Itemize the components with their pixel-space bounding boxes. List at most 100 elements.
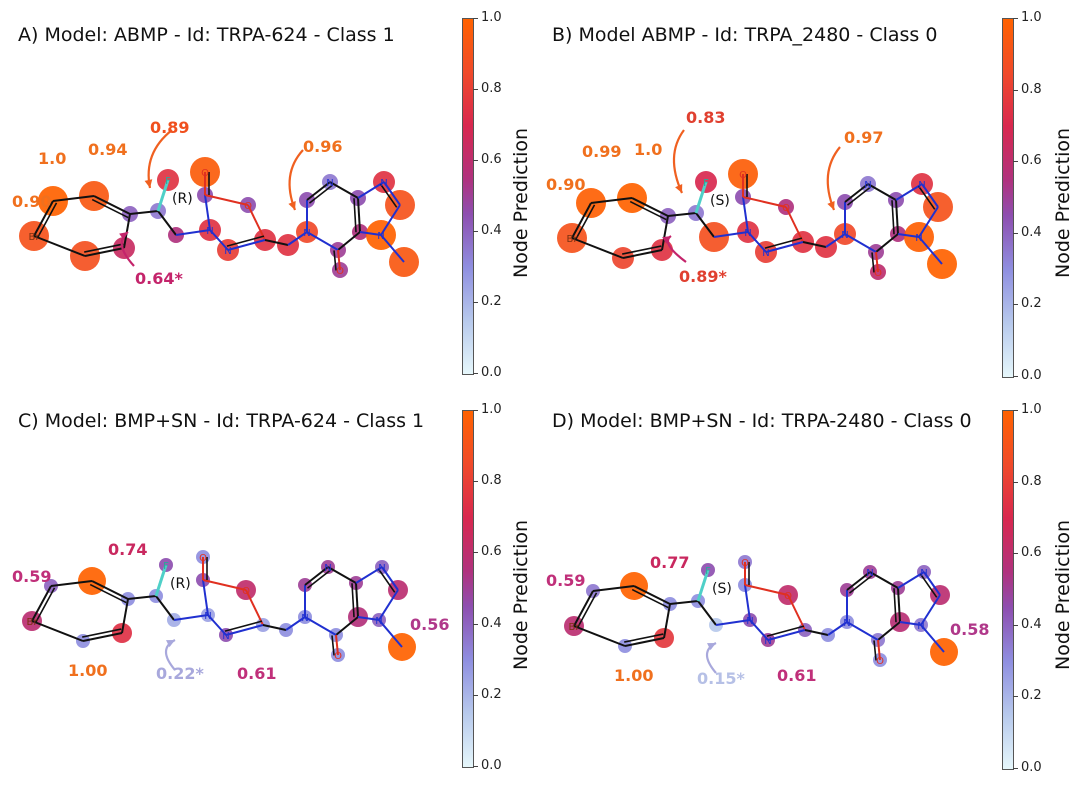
stereo-label: (R)	[172, 191, 193, 207]
colorbar-tick-label: 0.2	[1021, 688, 1042, 704]
atom-label: O	[336, 266, 344, 277]
bond-line	[697, 600, 717, 626]
node-value-annotation: 0.22*	[156, 664, 204, 683]
double-bond-line	[891, 200, 895, 235]
atom-label: O	[782, 203, 790, 214]
bond-line	[357, 181, 385, 199]
node-value-annotation: 0.89	[150, 118, 189, 137]
atom-label: O	[741, 558, 749, 569]
bond-line	[895, 183, 923, 201]
colorbar-tick-mark	[1013, 696, 1018, 698]
bond-line	[661, 215, 669, 251]
double-bond-line	[918, 185, 936, 210]
bond-line	[897, 571, 925, 589]
bond-line	[633, 585, 671, 605]
colorbar-tick-label: 0.4	[1021, 224, 1042, 240]
bond-line	[31, 585, 52, 622]
colorbar-tick-label: 0.0	[481, 365, 502, 380]
panel-a-title: A) Model: ABMP - Id: TRPA-624 - Class 1	[18, 24, 395, 46]
node-value-annotation: 0.74	[108, 540, 147, 559]
bond-line	[154, 564, 168, 597]
bond-line	[378, 589, 399, 621]
double-bond-line	[848, 574, 873, 594]
double-bond-line	[576, 592, 598, 629]
double-bond-line	[380, 183, 398, 208]
atom-label: N	[744, 228, 751, 239]
annotation-arrowhead	[119, 232, 128, 240]
colorbar-tick-label: 0.2	[481, 686, 502, 702]
colorbar-tick-label: 1.0	[481, 402, 502, 417]
bond-line	[877, 639, 881, 661]
colorbar-tick-mark	[1013, 768, 1018, 769]
colorbar-tick-label: 0.0	[1021, 368, 1042, 383]
bond-line	[157, 210, 177, 236]
bond-line	[744, 584, 789, 596]
bond-line	[304, 616, 337, 636]
node-value-annotation: 0.90	[546, 175, 585, 194]
colorbar-tick-label: 0.0	[481, 758, 502, 773]
bond-line	[825, 233, 846, 248]
bond-line	[306, 231, 339, 251]
bond-line	[202, 579, 247, 591]
atom-label: Br	[569, 622, 581, 633]
bond-line	[875, 251, 879, 273]
atom-label: Br	[567, 234, 579, 245]
bond-line	[844, 233, 877, 253]
annotation-arrowhead	[707, 643, 716, 651]
atom-label: N	[380, 178, 387, 189]
atom-label: N	[920, 568, 927, 579]
colorbar-tick-mark	[1013, 624, 1018, 626]
colorbar-tick-label: 0.8	[1021, 81, 1042, 97]
bond-line	[335, 616, 359, 636]
node-value-annotation: 0.96	[303, 137, 342, 156]
bond-line	[844, 183, 869, 203]
colorbar-tick-mark	[473, 552, 478, 554]
colorbar-tick-mark	[473, 481, 478, 483]
node-value-annotation: 0.59	[12, 567, 51, 586]
atom-label: N	[918, 180, 925, 191]
node-value-annotation: 0.77	[650, 553, 689, 572]
bond-line	[715, 619, 751, 626]
double-bond-line	[764, 237, 803, 249]
double-bond-line	[920, 573, 938, 598]
bond-line	[121, 598, 129, 634]
stereo-label: (R)	[170, 576, 191, 592]
bond-line	[357, 197, 361, 233]
bond-line	[877, 621, 901, 641]
bond-line	[802, 241, 827, 248]
node-value-annotation: 0.56	[410, 615, 449, 634]
colorbar-tick-label: 0.6	[1021, 545, 1042, 561]
bond-line	[287, 231, 308, 246]
bond-line	[262, 624, 287, 631]
panel-c-colorbar-label: Node Prediction	[510, 519, 532, 670]
bond-line	[846, 621, 879, 641]
panel-d-colorbar-label: Node Prediction	[1052, 519, 1074, 670]
atom-label: O	[199, 553, 207, 564]
bond-line	[156, 179, 170, 212]
double-bond-line	[846, 186, 871, 206]
colorbar-tick-label: 0.6	[481, 544, 502, 560]
atom-label: O	[874, 268, 882, 279]
bond-line	[204, 194, 211, 231]
colorbar-tick-mark	[1013, 161, 1018, 163]
atom-label: F	[165, 176, 171, 187]
annotation-arrowhead	[675, 184, 683, 193]
bond-line	[571, 237, 624, 259]
bond-line	[923, 571, 941, 596]
colorbar-tick-mark	[473, 410, 478, 411]
bond-line	[383, 181, 401, 206]
bond-line	[713, 231, 749, 238]
double-bond-line	[766, 625, 805, 637]
annotation-arrowhead	[144, 179, 153, 188]
bond-line	[247, 204, 266, 241]
annotation-arrow	[672, 129, 685, 194]
bond-line	[571, 202, 592, 239]
annotation-arrow	[666, 235, 687, 263]
annotation-arrowhead	[166, 640, 175, 648]
double-bond-line	[224, 620, 263, 632]
atom-label: N	[324, 563, 331, 574]
colorbar-tick-label: 0.2	[1021, 296, 1042, 312]
bond-line	[202, 579, 209, 616]
atom-label: Br	[27, 617, 39, 628]
double-bond-line	[34, 587, 56, 624]
